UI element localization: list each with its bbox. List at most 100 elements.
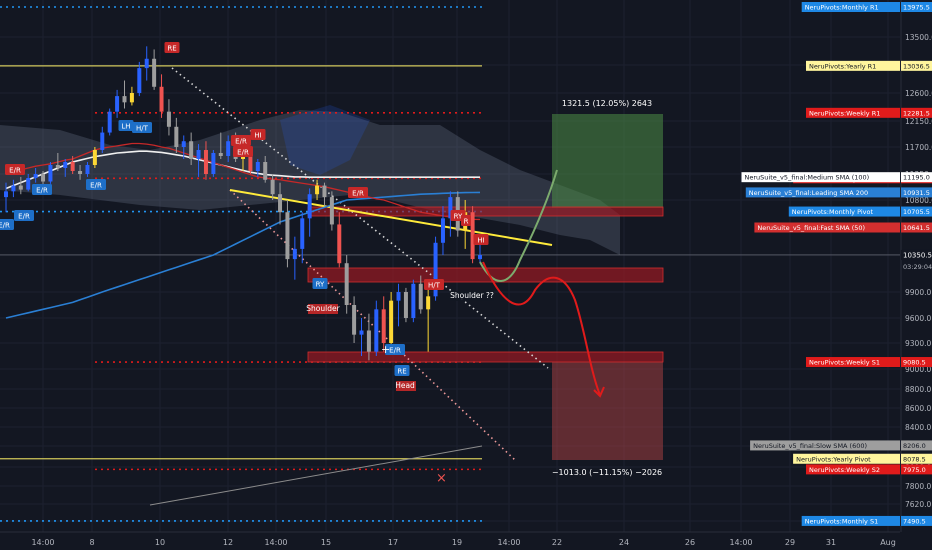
signal-marker-text: E/R [36, 187, 48, 195]
candle-body [292, 248, 297, 260]
pivot-label-value-bg [901, 2, 932, 12]
sma-label-value-bg [901, 222, 932, 233]
y-tick-label: 7800.0 [905, 482, 931, 491]
signal-marker-text: E/R [389, 347, 401, 355]
fast-sma-line [5, 142, 481, 221]
y-tick-label: 11700.0 [905, 143, 932, 152]
lower-support-zone [307, 351, 664, 363]
candle-body [48, 165, 53, 182]
candle-body [433, 242, 438, 297]
signal-marker [164, 42, 180, 53]
y-tick-label: 9300.0 [905, 339, 931, 348]
projection-boxes [552, 114, 663, 460]
pivot-label-name: NeruPivots:Monthly R1 [805, 4, 879, 12]
x-tick-label: 10 [155, 538, 165, 547]
y-tick-label: 13500.0 [905, 33, 932, 42]
candle-body [270, 179, 275, 195]
candle-body [137, 68, 142, 93]
pivot-label-name: NeruPivots:Yearly Pivot [796, 455, 871, 463]
signal-marker [118, 120, 134, 131]
signal-marker-text: LH [121, 123, 130, 131]
x-tick-label: 15 [321, 538, 331, 547]
x-tick-label: 17 [388, 538, 398, 547]
axis-labels: NeruPivots:Monthly R1 13975.5 NeruPivots:Y… [741, 2, 932, 526]
pivot-label-name: NeruPivots:Monthly S1 [805, 517, 879, 525]
candle-body [329, 197, 334, 225]
pivot-label-value-bg [901, 60, 932, 71]
pivot-label-name: NeruPivots:Weekly S1 [809, 359, 880, 367]
pivot-label-value: 9080.5 [903, 359, 926, 367]
candle-body [411, 283, 416, 318]
x-tick-label: 26 [685, 538, 695, 547]
x-tick-label: 12 [223, 538, 233, 547]
signal-marker-text: RE [167, 45, 176, 53]
candle-body [100, 132, 105, 150]
y-tick-label: 9900.0 [905, 288, 931, 297]
sma-label-name: NeruSuite_v5_final:Leading SMA 200 [749, 189, 868, 197]
candle-body [396, 292, 401, 301]
bearish-projection-path [482, 261, 601, 396]
head-label: Head [395, 381, 415, 390]
ichimoku-cloud [0, 105, 620, 255]
pivot-label-name: NeruPivots:Weekly R1 [809, 109, 880, 117]
signal-marker-text: RY [454, 213, 463, 221]
pivot-label-value: 7975.0 [903, 466, 926, 474]
pivot-label-name-bg [788, 206, 900, 217]
x-tick-label: 31 [826, 538, 836, 547]
candle-body [55, 165, 60, 168]
candle-body [278, 194, 283, 213]
candle-body [211, 153, 216, 174]
candle-body [78, 171, 83, 174]
y-tick-label: 8600.0 [905, 404, 931, 413]
sma-label-name-bg [750, 440, 900, 451]
sma-label-value-bg [901, 187, 932, 198]
shoulder-left-label: Shoulder [306, 304, 340, 313]
candle-body [159, 86, 164, 112]
zones [307, 206, 664, 363]
candle-body [255, 162, 260, 171]
x-marker: × [436, 471, 447, 486]
y-tick-label: 9000.0 [905, 365, 931, 374]
candle-body [478, 255, 482, 260]
pivot-label-name: NeruPivots:Monthly Pivot [792, 208, 874, 216]
x-tick-label: 8 [89, 538, 94, 547]
candle-body [440, 218, 445, 243]
descending-trendline-lower [229, 189, 516, 461]
cloud-blue-area [280, 105, 370, 175]
signal-marker [86, 179, 106, 190]
shoulder-right-label: Shoulder ?? [450, 291, 494, 300]
candle-body [426, 296, 431, 310]
signal-marker [473, 234, 489, 245]
candle-body [418, 283, 423, 310]
pivot-label-value: 12281.5 [903, 109, 930, 117]
pivot-label-name: NeruPivots:Weekly S2 [809, 466, 880, 474]
pivot-label-value: 7490.5 [903, 517, 926, 525]
signal-marker-text: E/R [90, 182, 102, 190]
signal-marker [14, 210, 34, 221]
candle-body [344, 263, 349, 305]
signal-marker [32, 184, 52, 195]
sma-label-name-bg [745, 187, 900, 198]
candle-body [196, 150, 201, 159]
candle-body [166, 111, 171, 127]
signal-marker [231, 135, 251, 146]
x-tick-label: 29 [785, 538, 795, 547]
pivot-label-value: 13975.5 [903, 4, 930, 12]
last-price-bg [901, 249, 932, 260]
candle-body [315, 185, 320, 195]
signal-marker-text: RY [316, 281, 325, 289]
candles [4, 46, 482, 361]
x-tick-label: 24 [619, 538, 629, 547]
short-projection-box [552, 362, 663, 460]
last-price-value: 10350.5 [903, 251, 932, 259]
x-tick-label: 14:00 [31, 538, 54, 547]
signal-marker [132, 122, 152, 133]
y-tick-label: 8400.0 [905, 423, 931, 432]
candle-body [18, 185, 23, 190]
sma-label-name: NeruSuite_v5_final:Fast SMA (50) [757, 224, 865, 232]
bullish-projection-path [479, 169, 558, 282]
projection-long-label: 1321.5 (12.05%) 2643 [562, 99, 652, 108]
signal-marker [461, 215, 471, 226]
pivot-label-value-bg [901, 206, 932, 217]
